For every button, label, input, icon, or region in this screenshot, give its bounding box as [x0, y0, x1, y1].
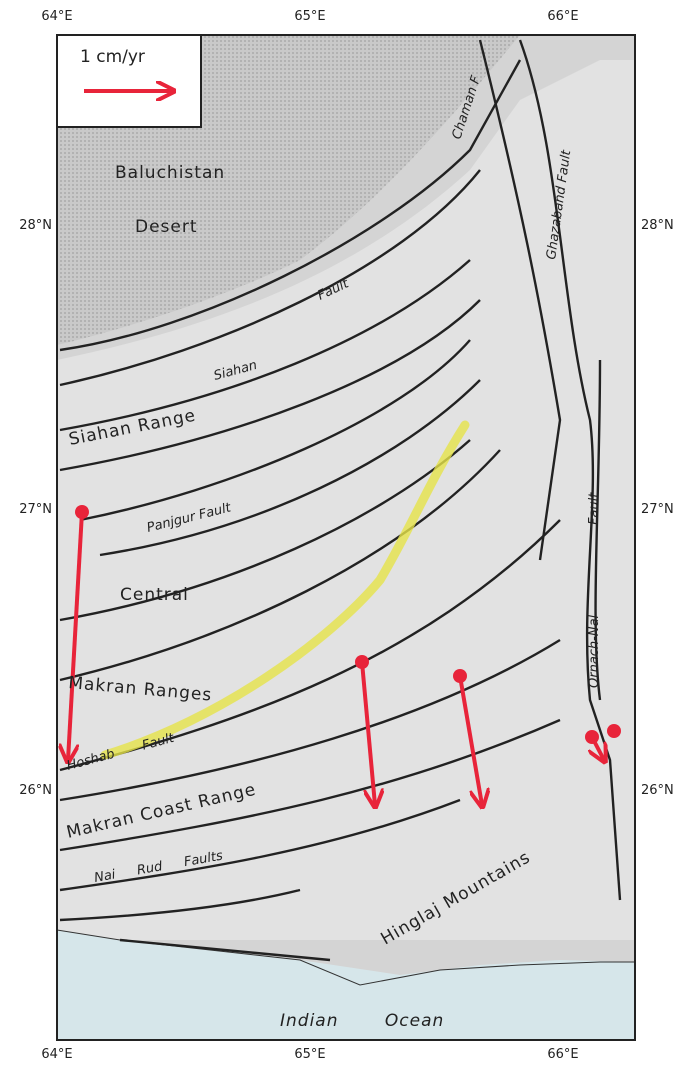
lat-label: 28°N — [19, 218, 52, 233]
lon-label: 65°E — [294, 1047, 325, 1062]
lat-label: 28°N — [641, 218, 674, 233]
fault-label: Ornach-Nal — [587, 614, 602, 688]
lon-label: 65°E — [294, 9, 325, 24]
map-body: Baluchistan Desert Siahan Range Central … — [57, 35, 635, 1040]
place-label: Indian Ocean — [280, 1011, 444, 1031]
lat-label: 27°N — [641, 502, 674, 517]
graticule-labels: 64°E 65°E 66°E 64°E 65°E 66°E 28°N 27°N … — [19, 9, 674, 1062]
hoshab-highlight — [100, 420, 470, 760]
scale-box: 1 cm/yr — [56, 34, 202, 128]
lat-label: 26°N — [19, 783, 52, 798]
lat-label: 27°N — [19, 502, 52, 517]
lon-label: 64°E — [41, 1047, 72, 1062]
lon-label: 64°E — [41, 9, 72, 24]
fault-label: Fault — [587, 492, 602, 525]
lat-label: 26°N — [641, 783, 674, 798]
lon-label: 66°E — [547, 1047, 578, 1062]
place-label: Desert — [135, 217, 198, 237]
scale-label: 1 cm/yr — [80, 47, 145, 67]
lon-label: 66°E — [547, 9, 578, 24]
place-label: Central — [120, 585, 189, 605]
velocity-arrows — [68, 505, 621, 805]
place-label: Baluchistan — [115, 163, 225, 183]
map-frame — [56, 34, 636, 1041]
